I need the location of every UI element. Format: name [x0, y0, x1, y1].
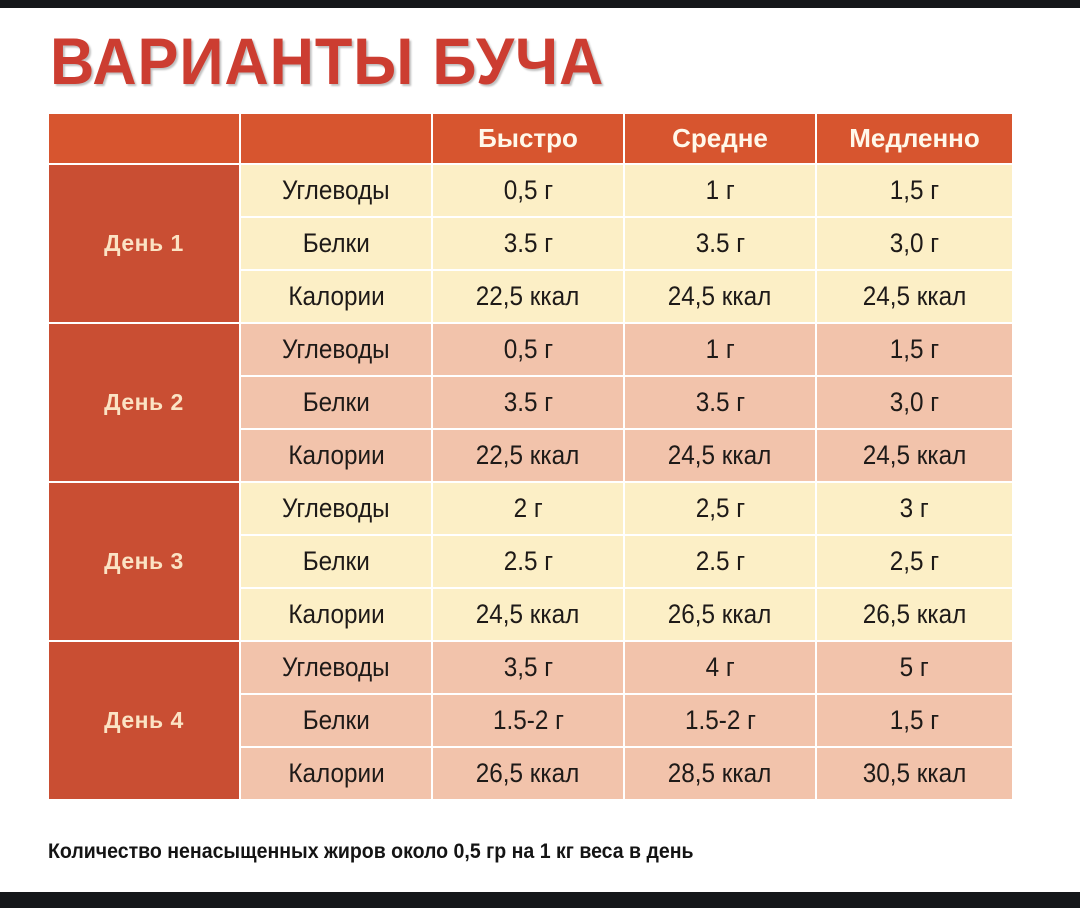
table-row: Калории 26,5 ккал 28,5 ккал 30,5 ккал	[49, 748, 1012, 799]
value-medium: 2,5 г	[625, 483, 815, 534]
value-medium: 1 г	[625, 165, 815, 216]
page-title: ВАРИАНТЫ БУЧА	[50, 24, 605, 98]
nutrient-label: Белки	[241, 377, 431, 428]
value-slow: 26,5 ккал	[817, 589, 1012, 640]
value-fast: 3,5 г	[433, 642, 623, 693]
nutrient-label: Калории	[241, 271, 431, 322]
day-group-2: День 2 Углеводы 0,5 г 1 г 1,5 г Белки 3.…	[49, 324, 1012, 481]
nutrient-label: Углеводы	[241, 324, 431, 375]
day-group-4: День 4 Углеводы 3,5 г 4 г 5 г Белки 1.5-…	[49, 642, 1012, 799]
day-label: День 1	[49, 165, 239, 322]
table-row: День 1 Углеводы 0,5 г 1 г 1,5 г	[49, 165, 1012, 322]
value-medium: 3.5 г	[625, 218, 815, 269]
table-row: Белки 3.5 г 3.5 г 3,0 г	[49, 218, 1012, 269]
table-row: День 4 Углеводы 3,5 г 4 г 5 г	[49, 642, 1012, 799]
value-slow: 30,5 ккал	[817, 748, 1012, 799]
value-fast: 1.5-2 г	[433, 695, 623, 746]
table-row: Калории 22,5 ккал 24,5 ккал 24,5 ккал	[49, 430, 1012, 481]
header-cell-slow: Медленно	[817, 114, 1012, 163]
value-medium: 26,5 ккал	[625, 589, 815, 640]
day-label: День 4	[49, 642, 239, 799]
nutrient-label: Белки	[241, 218, 431, 269]
value-fast: 3.5 г	[433, 377, 623, 428]
value-medium: 24,5 ккал	[625, 430, 815, 481]
table-row: Белки 1.5-2 г 1.5-2 г 1,5 г	[49, 695, 1012, 746]
value-slow: 3 г	[817, 483, 1012, 534]
value-fast: 0,5 г	[433, 324, 623, 375]
value-slow: 24,5 ккал	[817, 430, 1012, 481]
value-slow: 2,5 г	[817, 536, 1012, 587]
value-medium: 4 г	[625, 642, 815, 693]
nutrient-label: Углеводы	[241, 165, 431, 216]
header-cell-fast: Быстро	[433, 114, 623, 163]
value-slow: 3,0 г	[817, 218, 1012, 269]
footnote: Количество ненасыщенных жиров около 0,5 …	[48, 840, 694, 863]
table-header-row: Быстро Средне Медленно	[49, 114, 1012, 163]
value-fast: 2 г	[433, 483, 623, 534]
header-cell-nutrient	[241, 114, 431, 163]
value-slow: 1,5 г	[817, 324, 1012, 375]
table-row: Белки 2.5 г 2.5 г 2,5 г	[49, 536, 1012, 587]
nutrient-label: Белки	[241, 695, 431, 746]
day-label: День 3	[49, 483, 239, 640]
value-fast: 24,5 ккал	[433, 589, 623, 640]
value-fast: 22,5 ккал	[433, 271, 623, 322]
nutrient-label: Белки	[241, 536, 431, 587]
value-medium: 3.5 г	[625, 377, 815, 428]
nutrient-label: Калории	[241, 589, 431, 640]
bottom-frame-bar	[0, 892, 1080, 908]
top-frame-bar	[0, 0, 1080, 8]
value-fast: 22,5 ккал	[433, 430, 623, 481]
value-slow: 24,5 ккал	[817, 271, 1012, 322]
value-slow: 3,0 г	[817, 377, 1012, 428]
value-medium: 1.5-2 г	[625, 695, 815, 746]
nutrient-label: Калории	[241, 748, 431, 799]
nutrient-label: Калории	[241, 430, 431, 481]
value-slow: 5 г	[817, 642, 1012, 693]
table-row: Белки 3.5 г 3.5 г 3,0 г	[49, 377, 1012, 428]
table-row: Калории 22,5 ккал 24,5 ккал 24,5 ккал	[49, 271, 1012, 322]
table-row: День 3 Углеводы 2 г 2,5 г 3 г	[49, 483, 1012, 640]
value-fast: 0,5 г	[433, 165, 623, 216]
buch-table: Быстро Средне Медленно День 1 Углеводы 0…	[47, 112, 1014, 801]
nutrient-label: Углеводы	[241, 483, 431, 534]
day-label: День 2	[49, 324, 239, 481]
nutrient-label: Углеводы	[241, 642, 431, 693]
day-group-1: День 1 Углеводы 0,5 г 1 г 1,5 г Белки 3.…	[49, 165, 1012, 322]
value-medium: 2.5 г	[625, 536, 815, 587]
value-medium: 24,5 ккал	[625, 271, 815, 322]
value-fast: 2.5 г	[433, 536, 623, 587]
table-row: День 2 Углеводы 0,5 г 1 г 1,5 г	[49, 324, 1012, 481]
value-slow: 1,5 г	[817, 695, 1012, 746]
value-slow: 1,5 г	[817, 165, 1012, 216]
header-cell-day	[49, 114, 239, 163]
value-medium: 28,5 ккал	[625, 748, 815, 799]
day-group-3: День 3 Углеводы 2 г 2,5 г 3 г Белки 2.5 …	[49, 483, 1012, 640]
value-medium: 1 г	[625, 324, 815, 375]
value-fast: 3.5 г	[433, 218, 623, 269]
header-cell-medium: Средне	[625, 114, 815, 163]
value-fast: 26,5 ккал	[433, 748, 623, 799]
table-row: Калории 24,5 ккал 26,5 ккал 26,5 ккал	[49, 589, 1012, 640]
